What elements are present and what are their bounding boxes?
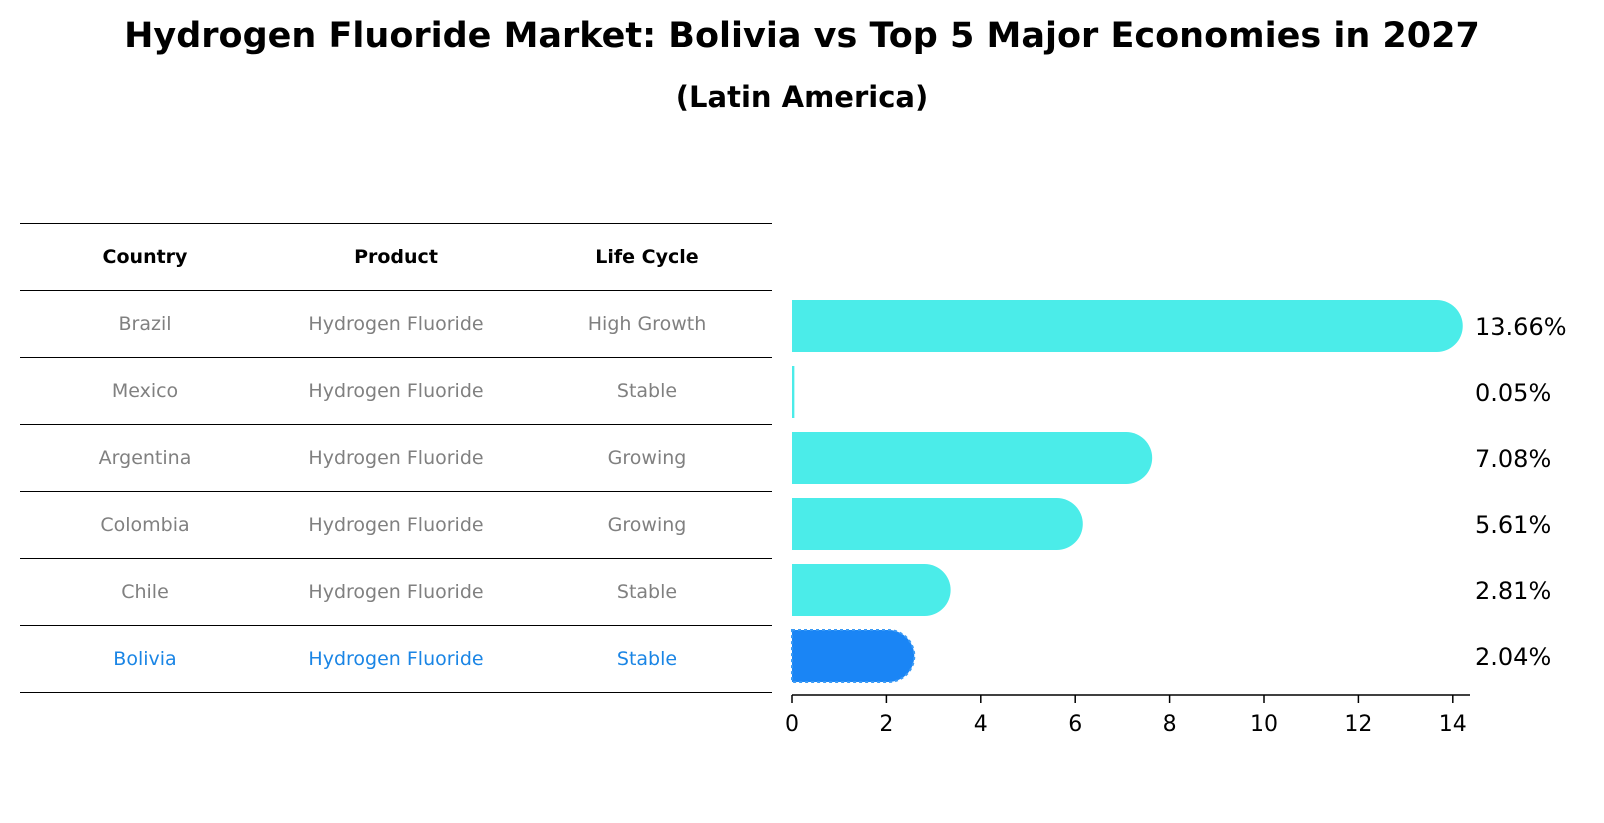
bar-argentina <box>792 432 1152 484</box>
x-tick-label: 4 <box>974 712 988 737</box>
x-tick-label: 2 <box>879 712 893 737</box>
data-label-colombia: 5.61% <box>1475 511 1551 539</box>
bar-chile <box>792 564 951 616</box>
x-tick-label: 12 <box>1344 712 1372 737</box>
data-label-chile: 2.81% <box>1475 577 1551 605</box>
x-tick-label: 8 <box>1163 712 1177 737</box>
bar-chart: 13.66% 0.05% 7.08% 5.61% 2.81% 2.04% 0 2 4 6 8 10 12… <box>0 0 1604 823</box>
bar-colombia <box>792 498 1083 550</box>
data-label-argentina: 7.08% <box>1475 445 1551 473</box>
x-tick-label: 14 <box>1439 712 1467 737</box>
bar-mexico <box>792 366 794 418</box>
x-tick-label: 10 <box>1250 712 1278 737</box>
data-label-brazil: 13.66% <box>1475 313 1567 341</box>
bar-brazil <box>792 300 1463 352</box>
data-label-mexico: 0.05% <box>1475 379 1551 407</box>
data-label-bolivia: 2.04% <box>1475 643 1551 671</box>
bar-bolivia <box>792 630 914 682</box>
x-tick-label: 6 <box>1068 712 1082 737</box>
x-tick-label: 0 <box>785 712 799 737</box>
